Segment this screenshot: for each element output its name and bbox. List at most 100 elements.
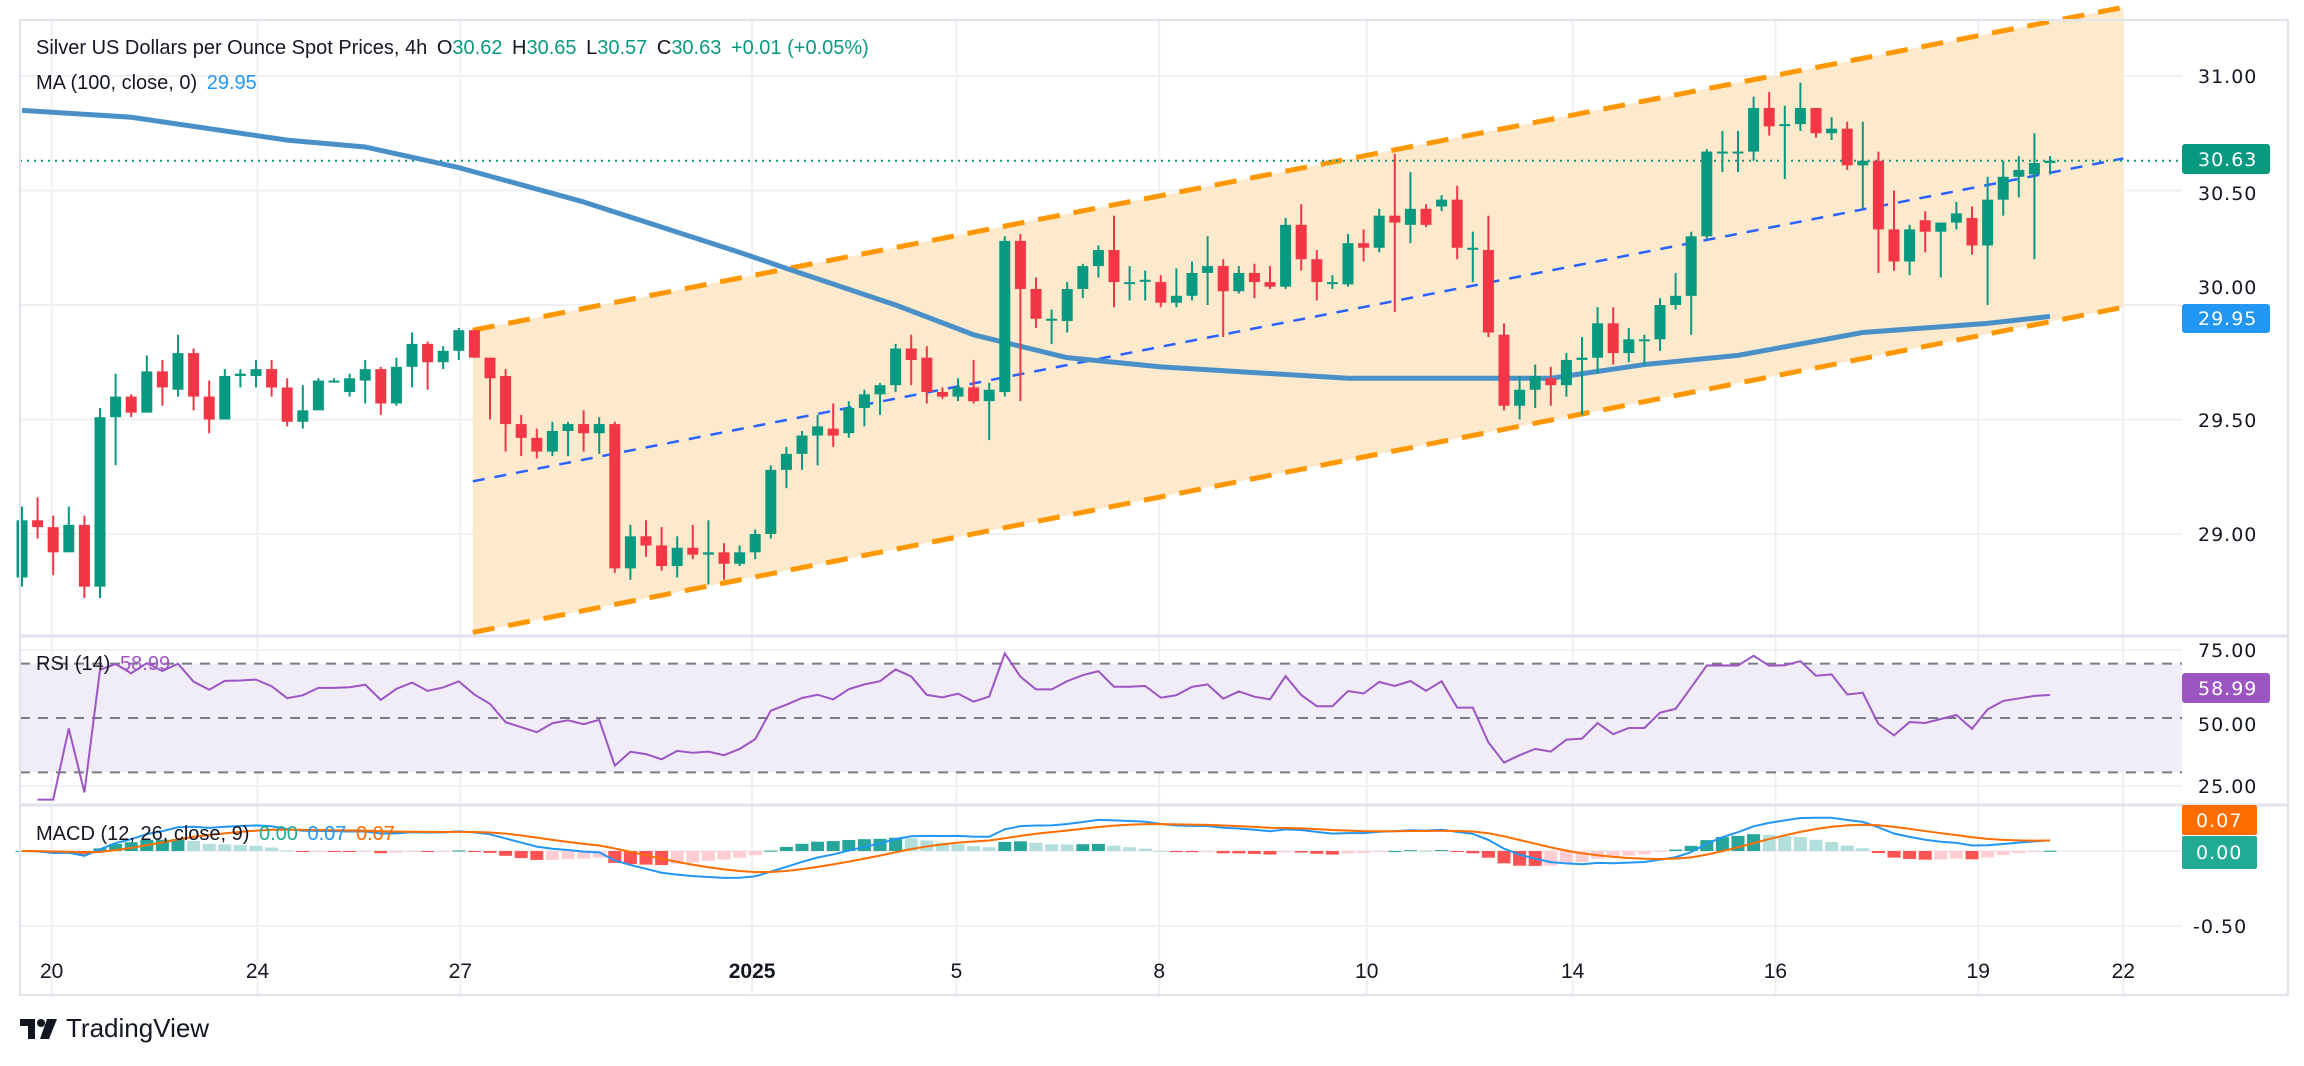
macd-histogram-bar — [343, 851, 357, 852]
candle-body — [375, 369, 387, 404]
high-value: 30.65 — [526, 37, 577, 59]
candle — [1155, 275, 1167, 308]
macd-histogram-bar — [1107, 845, 1121, 851]
price-axis[interactable]: 31.00 30.50 30.00 29.50 29.00 75.00 50.0… — [2193, 66, 2257, 938]
macd-histogram-bar — [1606, 851, 1620, 858]
candle — [297, 385, 309, 429]
macd-histogram-bar — [1185, 851, 1199, 853]
macd-histogram-bar — [327, 851, 341, 852]
macd-histogram-bar — [1684, 845, 1698, 851]
candle — [359, 359, 371, 404]
candle — [1014, 234, 1026, 402]
candle — [141, 355, 153, 413]
candle-body — [1451, 199, 1463, 248]
symbol-title: Silver US Dollars per Ounce Spot Prices,… — [36, 37, 428, 59]
candle — [562, 421, 574, 457]
candle-body — [983, 389, 995, 402]
macd-histogram-bar — [2027, 851, 2041, 852]
candle-body — [827, 428, 839, 436]
macd-histogram-bar — [1497, 851, 1511, 864]
candle — [219, 369, 231, 420]
macd-histogram-bar — [265, 847, 279, 851]
tradingview-logo[interactable]: TradingView — [20, 1013, 209, 1044]
symbol-legend: Silver US Dollars per Ounce Spot Prices,… — [36, 37, 873, 60]
candle-body — [1077, 266, 1089, 289]
high-label: H — [512, 37, 527, 59]
candle — [125, 394, 137, 418]
macd-histogram-bar — [1871, 851, 1885, 854]
macd-histogram-bar — [1715, 837, 1729, 851]
candle — [671, 536, 683, 578]
candle-body — [1046, 318, 1058, 321]
macd-histogram-bar — [1669, 849, 1683, 851]
candle — [531, 428, 543, 459]
channel-upper-line — [472, 4, 2124, 333]
macd-histogram-bar — [608, 851, 622, 863]
time-axis[interactable]: 20 24 27 2025 5 8 10 14 16 19 22 — [40, 960, 2135, 983]
candle — [1420, 204, 1432, 228]
candle-body — [531, 437, 543, 452]
macd-histogram-bar — [124, 842, 138, 851]
candle — [1248, 263, 1260, 299]
ma100-line — [21, 107, 2051, 381]
regression-channel — [20, 4, 2182, 635]
macd-histogram-bar — [1450, 851, 1464, 852]
candle-body — [32, 520, 44, 528]
rsi-legend[interactable]: RSI (14) 58.99 — [36, 653, 174, 676]
candle — [1857, 121, 1869, 209]
candle-body — [328, 380, 340, 383]
candle-body — [1576, 357, 1588, 360]
macd-histogram-bar — [1949, 851, 1963, 859]
candle-body — [1202, 266, 1214, 273]
candle — [1888, 190, 1900, 271]
candle-body — [1794, 108, 1806, 125]
candle-body — [921, 357, 933, 393]
macd-histogram-bar — [701, 851, 715, 861]
macd-histogram-bar — [857, 839, 871, 851]
macd-histogram-bar — [998, 842, 1012, 851]
macd-histogram-bar — [623, 851, 637, 865]
candle-body — [1404, 208, 1416, 225]
candle-body — [16, 520, 28, 578]
candle-body — [188, 353, 200, 397]
tradingview-logo-icon — [20, 1018, 57, 1039]
macd-histogram-bar — [1622, 851, 1636, 856]
candle-body — [1389, 215, 1401, 223]
macd-histogram-bar — [358, 851, 372, 852]
candle-body — [999, 240, 1011, 393]
macd-histogram-bar — [1419, 850, 1433, 852]
candle-body — [1186, 272, 1198, 296]
candle-body — [1857, 160, 1869, 166]
macd-histogram-bar — [1325, 851, 1339, 855]
candle — [1233, 266, 1245, 294]
macd-histogram-bar — [389, 851, 403, 853]
macd-histogram-bar — [452, 850, 466, 852]
ma-legend[interactable]: MA (100, close, 0) 29.95 — [36, 72, 261, 95]
open-value: 30.62 — [452, 37, 503, 59]
macd-histogram-bar — [592, 851, 606, 858]
candle — [593, 417, 605, 454]
candle-body — [1716, 151, 1728, 154]
macd-histogram-bar — [982, 847, 996, 851]
candle — [1607, 307, 1619, 365]
candle — [624, 524, 636, 580]
candle-body — [1358, 243, 1370, 248]
macd-histogram-bar — [1279, 851, 1293, 853]
macd-histogram-bar — [109, 843, 123, 851]
macd-histogram-bar — [311, 851, 325, 852]
candle — [172, 334, 184, 397]
candle-body — [952, 387, 964, 397]
macd-legend[interactable]: MACD (12, 26, close, 9) 0.00 0.07 0.07 — [36, 823, 399, 846]
candle — [983, 382, 995, 441]
candle — [1342, 234, 1354, 287]
candle-body — [718, 552, 730, 564]
candle-body — [1997, 176, 2009, 200]
candle-body — [624, 536, 636, 569]
candle — [1826, 117, 1838, 141]
macd-histogram-bar — [1559, 851, 1573, 864]
candle-body — [1124, 282, 1136, 285]
candle — [640, 520, 652, 557]
macd-histogram-bar — [889, 837, 903, 851]
macd-histogram-bar — [639, 851, 653, 865]
